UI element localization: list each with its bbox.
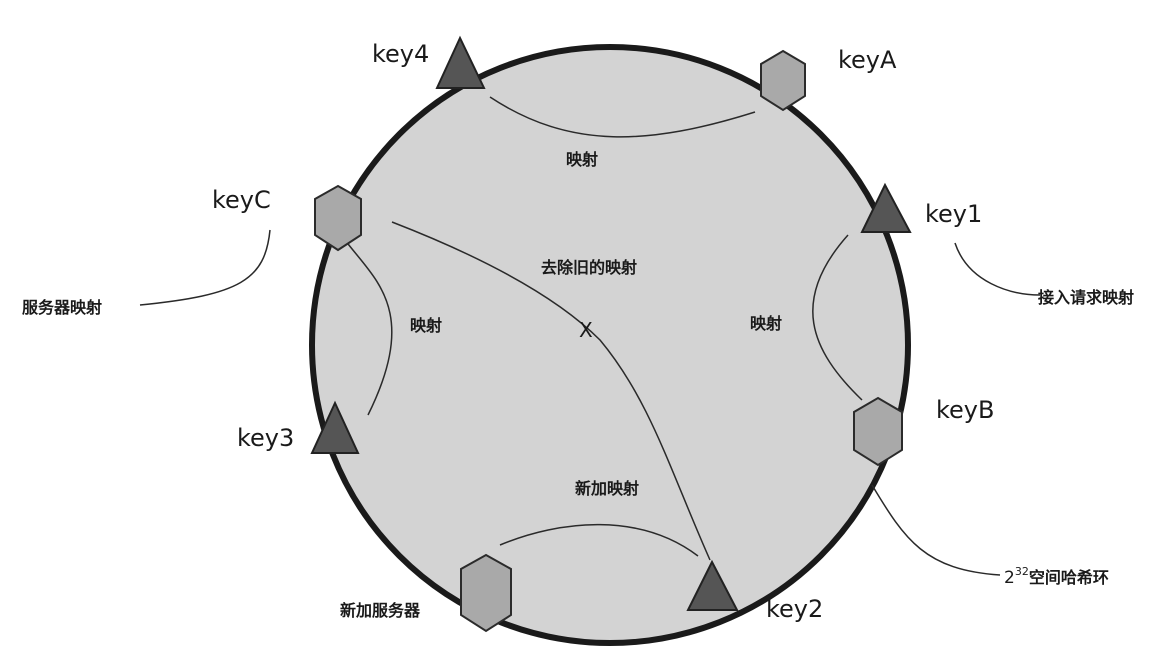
server-mapping-label: 服务器映射 [22, 298, 102, 317]
request-key1-icon [860, 182, 912, 233]
keyC-label: keyC [212, 186, 271, 214]
remove-old-mapping-label: 去除旧的映射 [541, 258, 637, 277]
hash-ring-label: 232空间哈希环 [1004, 565, 1109, 588]
hash-ring-leader [871, 484, 1001, 576]
server-keyA-icon [760, 49, 806, 112]
server-keyB-icon [853, 396, 903, 467]
request-mapping-leader [954, 242, 1041, 296]
removed-mark: X [579, 318, 593, 342]
hash-ring-text: 空间哈希环 [1029, 568, 1109, 587]
request-key3-icon [310, 400, 360, 454]
key3-label: key3 [237, 424, 294, 452]
request-key4-icon [435, 35, 486, 89]
request-key2-icon [686, 559, 739, 611]
old-mapping-curve [391, 221, 711, 561]
new-mapping-curve [499, 523, 699, 557]
new-mapping-label: 新加映射 [575, 479, 639, 498]
hash-ring-exponent: 32 [1015, 565, 1029, 578]
request-mapping-label: 接入请求映射 [1038, 288, 1134, 307]
key2-label: key2 [766, 595, 823, 623]
key1-label: key1 [925, 200, 982, 228]
server-keyC-icon [314, 184, 362, 252]
mapping-label-left: 映射 [410, 316, 442, 335]
key4-label: key4 [372, 40, 429, 68]
mapping-label-top: 映射 [566, 150, 598, 169]
mapping-curve-left [344, 239, 393, 416]
mapping-curve-top [489, 96, 756, 138]
new-server-icon [460, 553, 512, 633]
hash-ring [309, 44, 911, 646]
new-server-label: 新加服务器 [340, 601, 421, 620]
keyB-label: keyB [936, 396, 994, 424]
hash-ring-base: 2 [1004, 568, 1015, 588]
server-mapping-leader [139, 229, 271, 306]
mapping-curve-right [812, 234, 863, 401]
mapping-label-right: 映射 [750, 314, 782, 333]
keyA-label: keyA [838, 46, 897, 74]
